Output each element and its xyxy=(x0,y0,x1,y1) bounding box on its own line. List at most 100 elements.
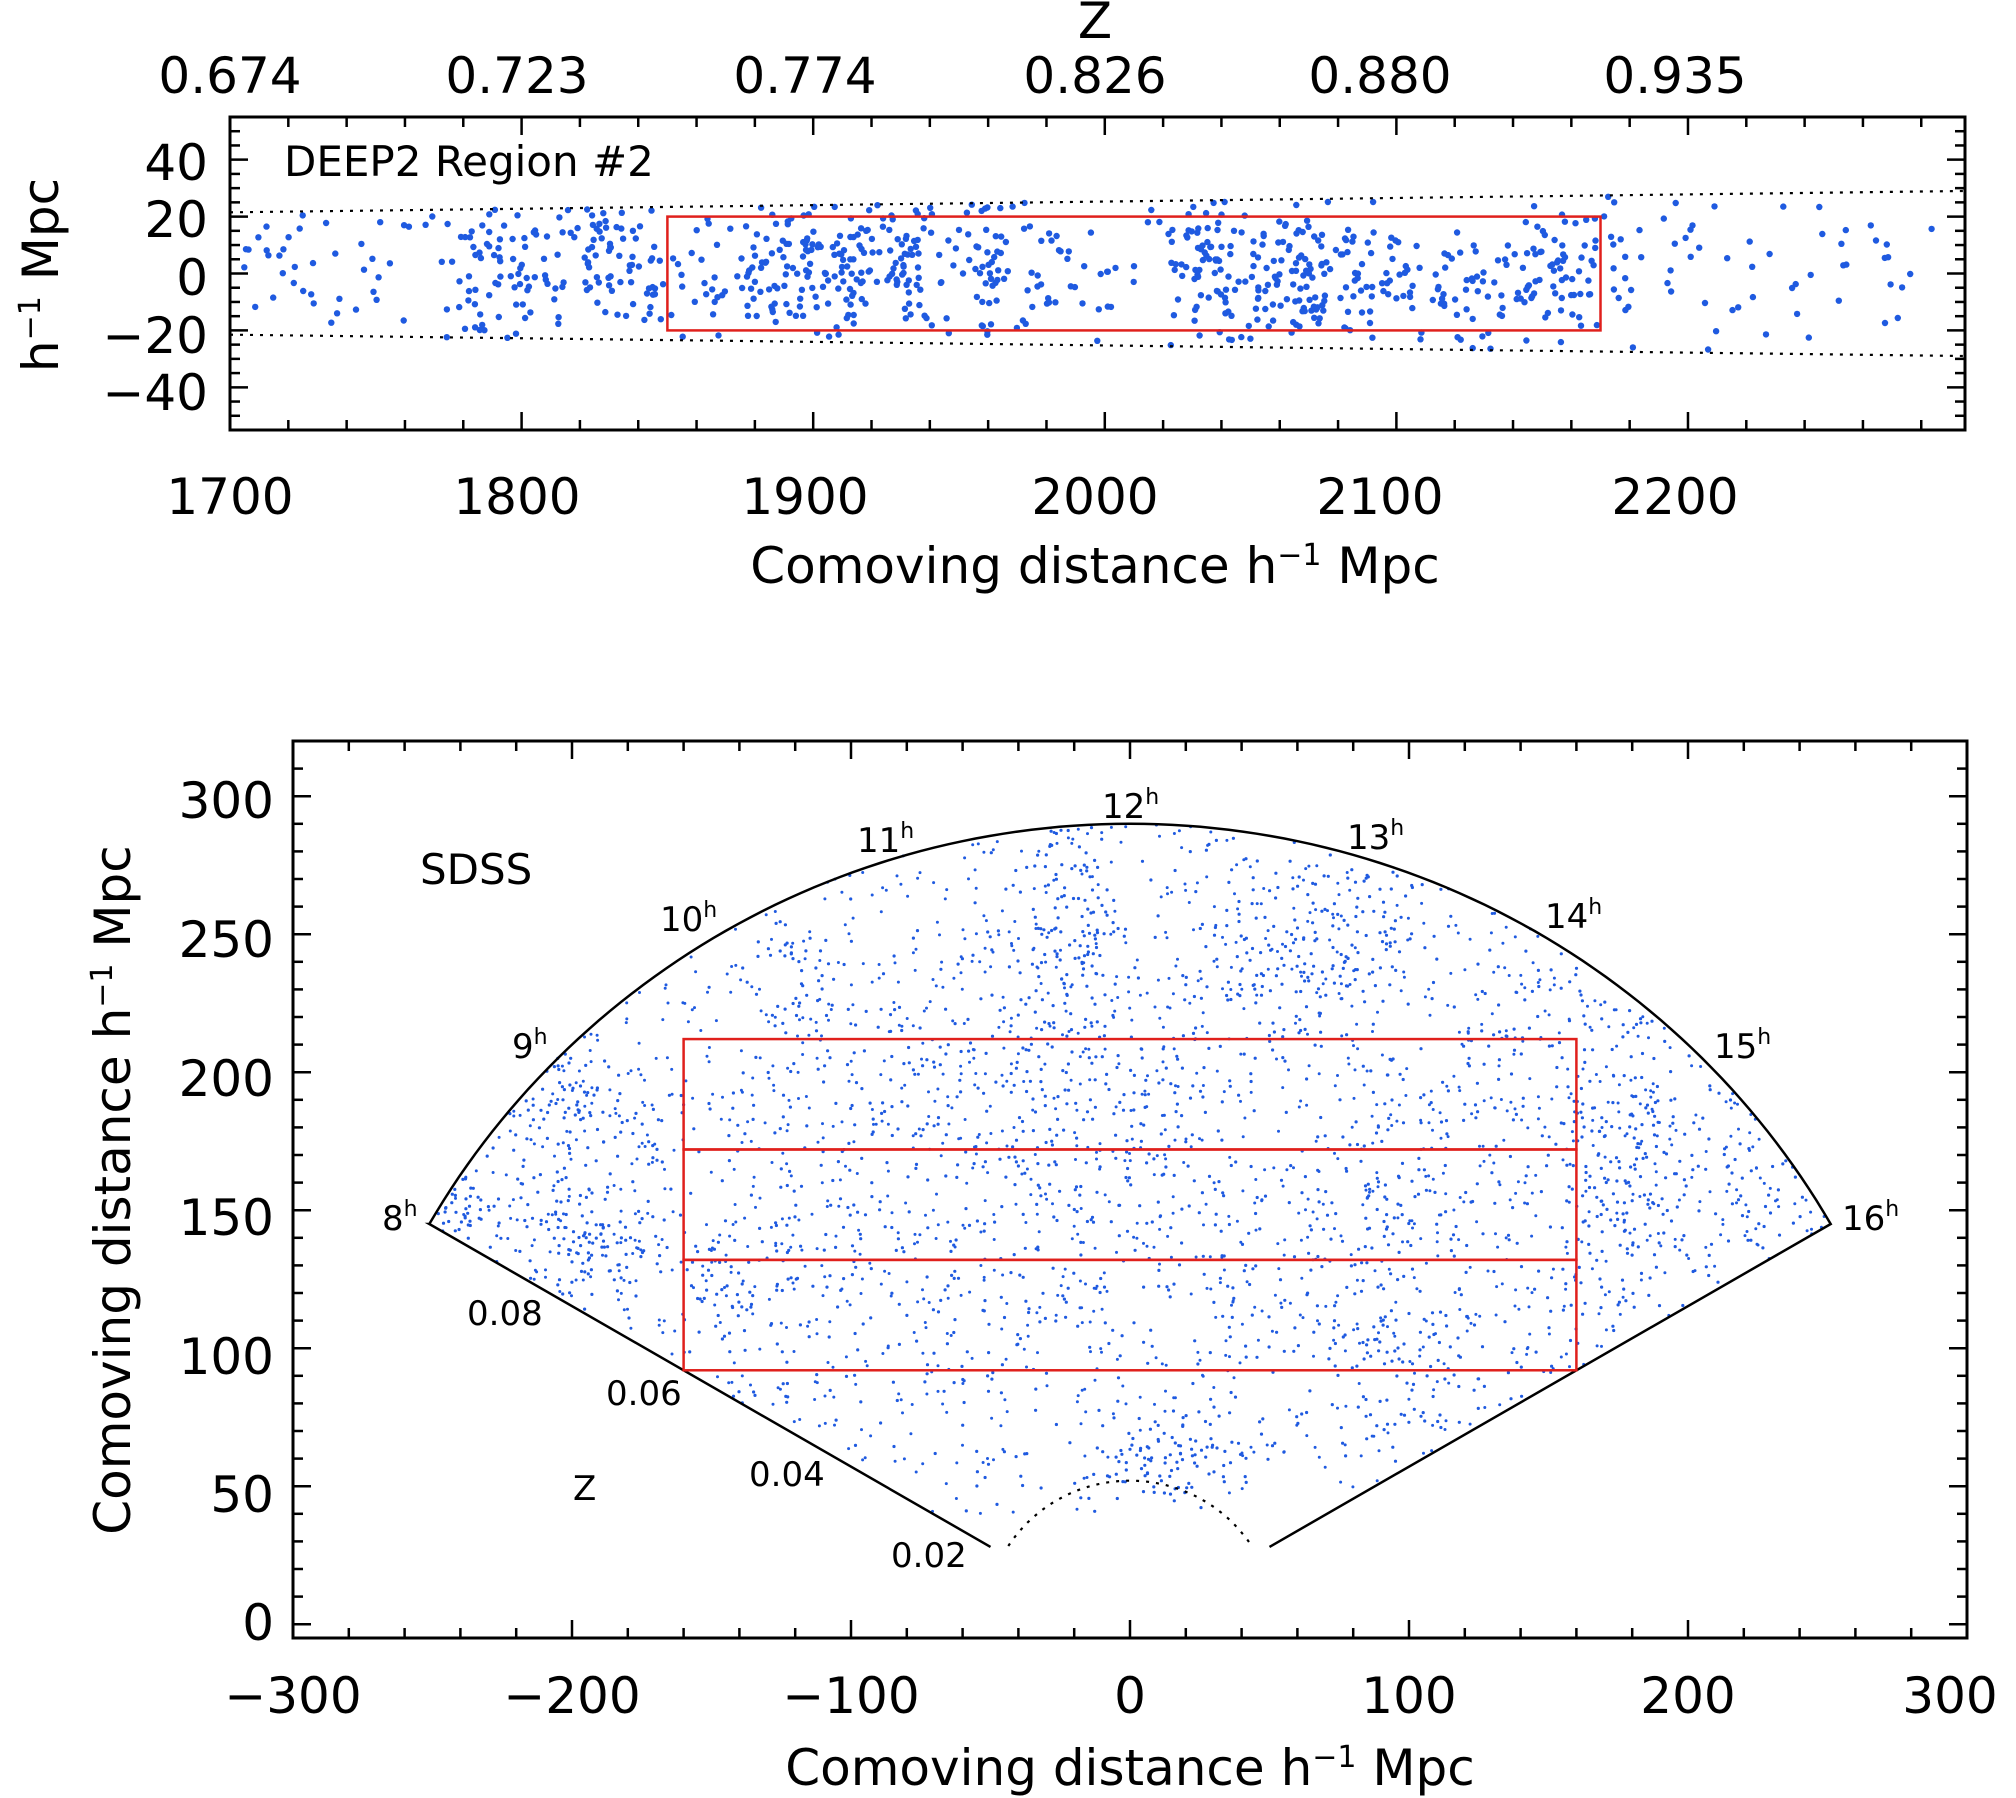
galaxy-point xyxy=(1039,1194,1043,1198)
galaxy-point xyxy=(571,1230,576,1234)
galaxy-point xyxy=(928,1000,932,1004)
galaxy-point xyxy=(992,1268,996,1272)
galaxy-point xyxy=(1615,1211,1619,1215)
galaxy-point xyxy=(1225,924,1229,928)
galaxy-point xyxy=(1164,1066,1168,1070)
galaxy-point xyxy=(1107,1087,1111,1092)
galaxy-point xyxy=(649,283,656,291)
galaxy-point xyxy=(1331,912,1335,916)
galaxy-point xyxy=(992,1238,996,1241)
galaxy-point xyxy=(1632,1136,1636,1140)
galaxy-point xyxy=(1756,1243,1760,1247)
galaxy-point xyxy=(900,1028,904,1033)
galaxy-point xyxy=(1121,1384,1125,1388)
galaxy-point xyxy=(896,1231,900,1235)
galaxy-point xyxy=(1365,1261,1369,1265)
galaxy-point xyxy=(1093,858,1097,863)
galaxy-point xyxy=(1396,271,1403,278)
galaxy-point xyxy=(1537,1106,1541,1110)
galaxy-point xyxy=(1187,901,1191,904)
galaxy-point xyxy=(1262,887,1266,890)
galaxy-point xyxy=(1777,1233,1782,1237)
galaxy-point xyxy=(1550,1044,1554,1048)
galaxy-point xyxy=(1037,1230,1041,1234)
galaxy-point xyxy=(936,251,943,259)
galaxy-point xyxy=(1581,1067,1585,1071)
galaxy-point xyxy=(1000,1205,1004,1209)
galaxy-point xyxy=(1268,989,1272,993)
galaxy-point xyxy=(894,1248,898,1252)
galaxy-point xyxy=(794,1203,798,1207)
galaxy-point xyxy=(823,1394,827,1398)
galaxy-point xyxy=(1640,1075,1644,1080)
galaxy-point xyxy=(1602,1134,1606,1139)
galaxy-point xyxy=(1075,1210,1079,1214)
galaxy-point xyxy=(1607,1290,1611,1294)
galaxy-point xyxy=(1283,1059,1287,1063)
galaxy-point xyxy=(990,1377,994,1381)
galaxy-point xyxy=(955,1095,959,1099)
galaxy-point xyxy=(641,1100,645,1104)
galaxy-point xyxy=(584,1236,588,1240)
galaxy-point xyxy=(1016,1164,1021,1168)
galaxy-point xyxy=(1370,229,1377,236)
galaxy-point xyxy=(1036,1162,1040,1166)
galaxy-point xyxy=(1381,1323,1385,1327)
galaxy-point xyxy=(1077,956,1081,960)
galaxy-point xyxy=(859,1400,863,1404)
galaxy-point xyxy=(986,270,994,277)
galaxy-point xyxy=(1636,1245,1640,1249)
galaxy-point xyxy=(854,1265,858,1269)
galaxy-point xyxy=(830,1003,834,1007)
galaxy-point xyxy=(975,1484,979,1488)
galaxy-point xyxy=(595,1088,599,1092)
galaxy-point xyxy=(989,965,993,969)
galaxy-point xyxy=(1139,1122,1143,1126)
galaxy-point xyxy=(1089,1021,1093,1025)
galaxy-point xyxy=(555,320,562,327)
galaxy-point xyxy=(824,1232,828,1237)
galaxy-point xyxy=(1382,1362,1387,1366)
galaxy-point xyxy=(1365,1343,1369,1347)
galaxy-point xyxy=(1609,1218,1613,1222)
galaxy-point xyxy=(1300,272,1307,279)
galaxy-point xyxy=(1648,1276,1652,1280)
galaxy-point xyxy=(1253,1056,1257,1060)
galaxy-point xyxy=(813,304,820,311)
galaxy-point xyxy=(1536,981,1540,984)
galaxy-point xyxy=(1435,1240,1439,1244)
galaxy-point xyxy=(933,1099,937,1103)
galaxy-point xyxy=(1683,1132,1687,1136)
galaxy-point xyxy=(1435,1222,1439,1226)
galaxy-point xyxy=(529,1138,533,1142)
galaxy-point xyxy=(547,1227,551,1232)
galaxy-point xyxy=(831,1124,835,1128)
galaxy-point xyxy=(1412,1276,1416,1280)
galaxy-point xyxy=(546,1212,550,1216)
galaxy-point xyxy=(779,1167,783,1171)
galaxy-point xyxy=(1314,908,1318,912)
galaxy-point xyxy=(585,264,593,271)
galaxy-point xyxy=(640,1250,645,1255)
galaxy-point xyxy=(1698,1200,1702,1204)
galaxy-point xyxy=(1035,1212,1039,1216)
galaxy-point xyxy=(1262,287,1269,295)
galaxy-point xyxy=(1131,1436,1135,1441)
galaxy-point xyxy=(1396,1216,1400,1220)
galaxy-point xyxy=(1638,254,1645,261)
galaxy-point xyxy=(1117,1460,1121,1464)
galaxy-point xyxy=(1792,280,1799,288)
galaxy-point xyxy=(569,1056,573,1060)
galaxy-point xyxy=(1261,973,1265,978)
galaxy-point xyxy=(495,313,502,321)
galaxy-point xyxy=(1200,922,1204,927)
galaxy-point xyxy=(1474,1312,1478,1316)
galaxy-point xyxy=(934,984,938,988)
galaxy-point xyxy=(1441,302,1448,310)
galaxy-point xyxy=(1358,1341,1361,1345)
galaxy-point xyxy=(1296,1344,1300,1348)
galaxy-point xyxy=(533,1268,537,1272)
galaxy-point xyxy=(605,282,613,289)
galaxy-point xyxy=(1152,1173,1156,1177)
galaxy-point xyxy=(1200,1138,1204,1142)
